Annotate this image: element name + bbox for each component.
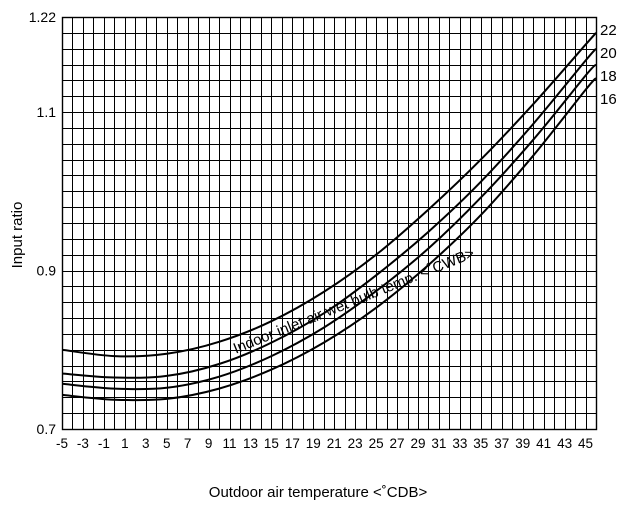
x-tick-label: -5	[56, 436, 68, 451]
x-tick-label: 1	[121, 436, 129, 451]
x-tick-label: 25	[369, 436, 384, 451]
series-label-20: 20	[600, 45, 617, 62]
x-tick-label: 15	[264, 436, 279, 451]
series-line-16	[62, 77, 596, 402]
y-tick-label: 1.1	[37, 104, 57, 120]
x-tick-label: 7	[184, 436, 192, 451]
x-tick-label: 9	[205, 436, 213, 451]
x-tick-label: 29	[410, 436, 425, 451]
series-line-18	[62, 63, 596, 391]
annotation-label: Indoor inlet air wet bulb temp. <˚CWB>	[231, 245, 477, 358]
curves	[62, 32, 596, 402]
y-tick-label: 0.9	[37, 263, 57, 279]
y-tick-label: 1.22	[29, 9, 56, 25]
x-tick-label: 31	[431, 436, 446, 451]
x-tick-label: 27	[390, 436, 405, 451]
grid	[61, 16, 598, 431]
x-tick-label: -3	[77, 436, 89, 451]
x-tick-label: 35	[473, 436, 488, 451]
x-tick-label: 13	[243, 436, 258, 451]
series-label-16: 16	[600, 91, 617, 108]
x-tick-label: 5	[163, 436, 171, 451]
x-tick-label: 17	[285, 436, 300, 451]
x-tick-label: 37	[494, 436, 509, 451]
x-tick-label: 39	[515, 436, 530, 451]
x-tick-label: 33	[452, 436, 467, 451]
series-label-22: 22	[600, 22, 617, 39]
y-axis-label: Input ratio	[9, 202, 26, 269]
x-tick-label: 19	[306, 436, 321, 451]
x-axis-label: Outdoor air temperature <˚CDB>	[209, 484, 428, 501]
x-tick-label: -1	[98, 436, 110, 451]
y-tick-label: 0.7	[37, 421, 57, 437]
x-tick-label: 21	[327, 436, 342, 451]
x-tick-label: 11	[223, 436, 237, 451]
series-line-20	[62, 48, 596, 379]
x-tick-label: 23	[348, 436, 363, 451]
x-tick-label: 45	[578, 436, 593, 451]
x-tick-label: 43	[557, 436, 572, 451]
series-label-18: 18	[600, 68, 617, 85]
labels: -5 -3 -1 1 3 5 7 9 11 13 15 17 19 21 23 25 27 29 31 33 35 37 3…	[29, 9, 617, 451]
x-tick-label: 3	[142, 436, 150, 451]
plot-frame	[61, 16, 598, 431]
series-line-22	[62, 32, 596, 358]
x-tick-label: 41	[536, 436, 551, 451]
